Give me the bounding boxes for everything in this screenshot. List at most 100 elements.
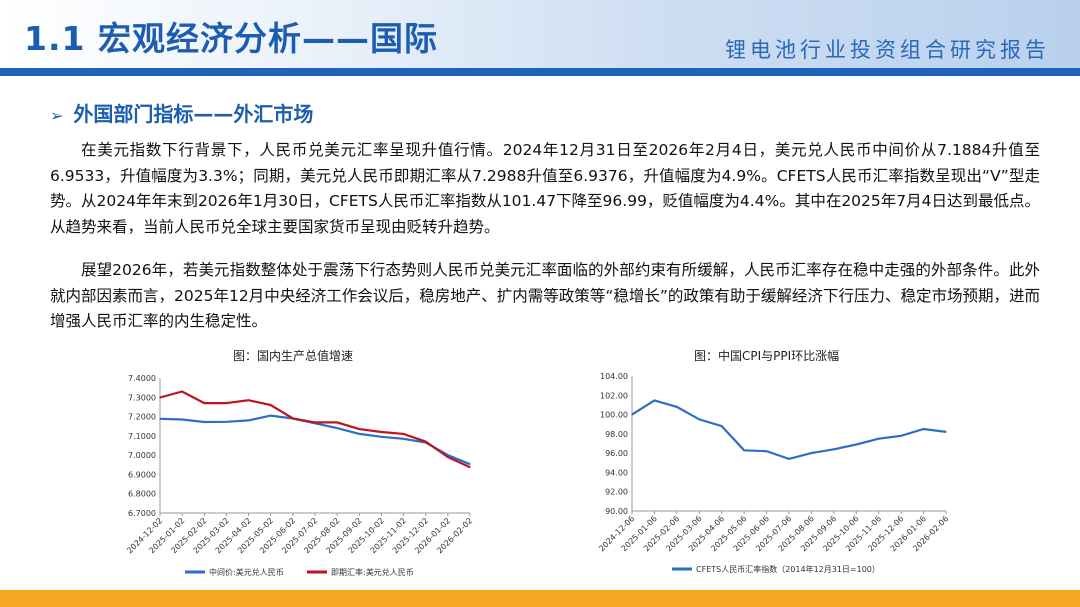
chart-1-x-tick-label: 2025-02-02 (169, 516, 208, 555)
chart-1-x-tick-label: 2025-08-02 (302, 516, 341, 555)
chart-1-data-point (292, 417, 294, 420)
chart-1-data-point (447, 456, 449, 458)
chart-2-data-point (721, 425, 723, 427)
chart-2-y-tick-label: 90.00 (605, 507, 628, 516)
chart-2-y-tick-label: 96.00 (605, 449, 628, 458)
chart-2-data-point (833, 448, 835, 450)
chart-2-title: 图：中国CPI与PPI环比涨幅 (694, 349, 840, 363)
chart-2-y-tick-label: 98.00 (605, 430, 628, 439)
chart-2-x-tick-label: 2025-05-06 (709, 514, 748, 553)
chart-1-x-tick-label: 2026-01-02 (413, 516, 452, 555)
chart-2-x-tick-label: 2025-07-06 (754, 514, 793, 553)
chart-1-x-tick-label: 2025-04-02 (214, 516, 253, 555)
chart-2-x-tick-label: 2025-09-06 (799, 514, 838, 553)
chart-2-x-tick-label: 2024-12-06 (597, 514, 636, 553)
chart-1-y-tick-label: 6.9000 (128, 470, 156, 479)
header-banner: 1.1 宏观经济分析——国际 锂电池行业投资组合研究报告 (0, 0, 1080, 78)
chart-1-x-tick-label: 2025-06-02 (258, 516, 297, 555)
chart-2-data-point (631, 414, 633, 416)
chart-1-y-tick-label: 6.7000 (128, 509, 156, 518)
chart-1-data-point (203, 402, 205, 404)
chart-1-data-point (403, 433, 405, 435)
chart-1-data-point (225, 402, 227, 404)
chart-2-legend-label: CFETS人民币汇率指数（2014年12月31日=100） (696, 564, 880, 574)
chart-2-x-tick-label: 2025-12-06 (866, 514, 905, 553)
chart-1-data-point (181, 418, 183, 421)
section-title: 外国部门指标——外汇市场 (73, 102, 314, 126)
chart-1-x-tick-label: 2025-11-02 (369, 516, 408, 555)
chart-1-data-point (270, 415, 272, 417)
chart-1-x-tick-label: 2025-01-02 (147, 516, 186, 555)
chart-1-data-point (248, 399, 250, 401)
chart-1-data-point (159, 396, 161, 399)
chart-1-x-tick-label: 2025-10-02 (347, 516, 386, 555)
report-subtitle: 锂电池行业投资组合研究报告 (725, 38, 1050, 62)
chart-1-data-point (159, 418, 161, 420)
chart-2-data-point (923, 428, 925, 430)
chart-1-data-point (225, 421, 227, 423)
body-paragraph-1: 在美元指数下行背景下，人民币兑美元汇率呈现升值行情。2024年12月31日至20… (50, 141, 1040, 236)
chart-1-y-tick-label: 7.2000 (128, 413, 156, 422)
chart-2-y-tick-label: 100.00 (600, 411, 628, 420)
chart-1-data-point (469, 463, 471, 465)
chart-1-data-point (425, 441, 427, 443)
chart-1-x-tick-label: 2025-03-02 (192, 516, 231, 555)
chart-1-data-point (358, 428, 360, 430)
chart-2-y-tick-label: 92.00 (605, 488, 628, 497)
chart-1-data-point (336, 421, 338, 423)
chart-1-x-tick-label: 2026-02-02 (435, 516, 474, 555)
chart-1-x-tick-label: 2025-05-02 (236, 516, 275, 555)
chart-2-data-point (698, 418, 700, 420)
chart-2-data-point (766, 450, 768, 452)
chart-1-x-tick-label: 2025-09-02 (324, 516, 363, 555)
chart-2-x-tick-label: 2025-04-06 (687, 514, 726, 553)
chart-2-data-point (653, 399, 656, 401)
chart-1-y-tick-label: 7.4000 (128, 374, 156, 383)
chart-2-y-tick-label: 94.00 (605, 468, 628, 477)
chart-2-data-point (945, 431, 947, 433)
chart-1-data-point (248, 419, 250, 421)
chart-1-x-tick-label: 2025-07-02 (280, 516, 319, 555)
chart-2-x-tick-label: 2026-01-06 (889, 514, 928, 553)
chart-2-data-point (810, 452, 813, 454)
body-paragraph-2: 展望2026年，若美元指数整体处于震荡下行态势则人民币兑美元汇率面临的外部约束有… (50, 261, 1040, 330)
chart-1-data-point (380, 431, 382, 433)
chart-2-data-point (743, 449, 745, 451)
chart-1-data-point (358, 433, 360, 435)
chart-2-y-tick-label: 102.00 (600, 391, 628, 400)
chart-2-x-tick-label: 2025-06-06 (732, 514, 771, 553)
chart-1-data-point (314, 421, 316, 423)
chart-1-data-point (181, 390, 183, 393)
chart-2-data-point (855, 443, 857, 446)
chart-2-x-tick-label: 2025-01-06 (620, 514, 659, 553)
chart-2-data-point (676, 406, 678, 408)
chart-1-data-point (270, 404, 272, 406)
chart-2-x-tick-label: 2025-11-06 (844, 514, 883, 553)
chart-1-data-point (469, 466, 471, 468)
chart-1-data-point (447, 454, 449, 456)
header-background (0, 0, 1080, 68)
chart-1-data-point (380, 436, 382, 438)
chart-1-y-tick-label: 6.8000 (128, 490, 156, 499)
chart-1-y-tick-label: 7.1000 (128, 432, 156, 441)
chart-2-x-tick-label: 2025-10-06 (821, 514, 860, 553)
chart-2-x-tick-label: 2025-02-06 (642, 514, 681, 553)
chart-1-data-point (203, 421, 205, 423)
page-title: 1.1 宏观经济分析——国际 (24, 19, 438, 58)
chart-1-title: 图：国内生产总值增速 (233, 349, 354, 363)
section-heading: ➢ 外国部门指标——外汇市场 (50, 98, 313, 127)
chart-1-series-line-1 (159, 414, 471, 466)
chart-1-data-point (292, 417, 294, 420)
chart-1-x-tick-label: 2025-12-02 (391, 516, 430, 555)
chart-1-y-tick-label: 7.3000 (128, 393, 156, 402)
chart-1-legend-label: 中间价:美元兑人民币 (209, 567, 284, 577)
chart-1-x-tick-label: 2024-12-02 (125, 516, 164, 555)
chart-2-x-tick-label: 2025-08-06 (777, 514, 816, 553)
chart-1-legend-label: 即期汇率:美元兑人民币 (331, 567, 414, 577)
chart-2-series-line-1 (631, 399, 947, 461)
chart-2-data-point (900, 435, 902, 437)
chart-1-y-tick-label: 7.0000 (128, 451, 156, 460)
chart-2-x-tick-label: 2026-02-06 (911, 514, 950, 553)
chart-1-data-point (403, 438, 405, 440)
chart-2-data-point (788, 458, 790, 460)
